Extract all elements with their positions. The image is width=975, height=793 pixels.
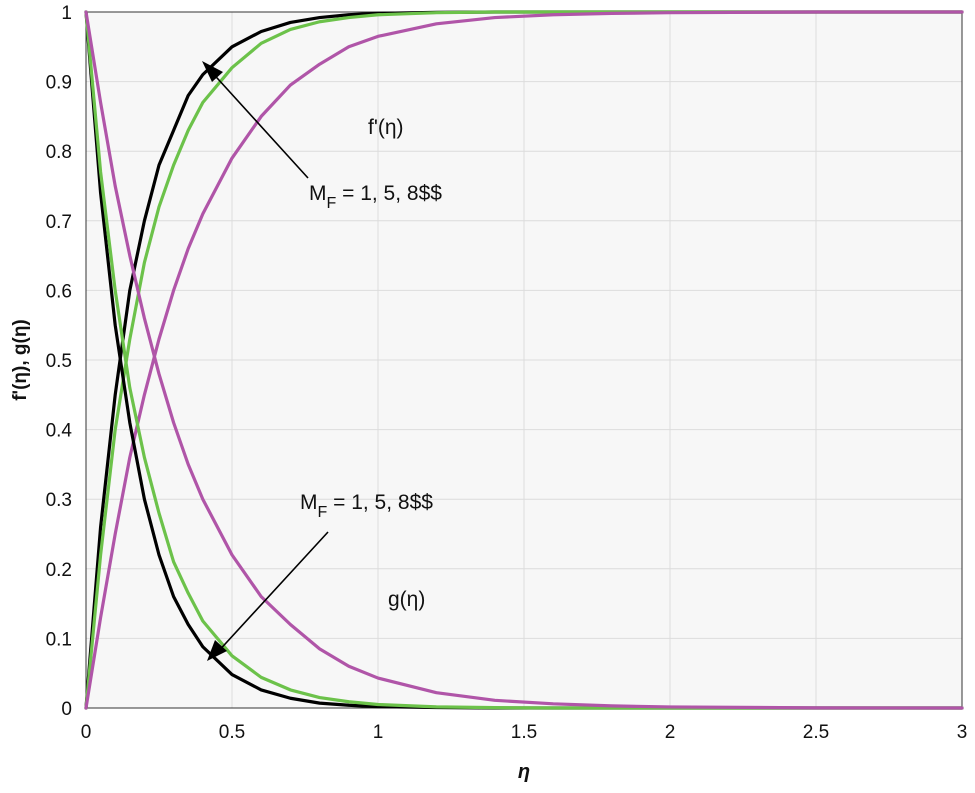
g-curve-label: g(η)	[388, 588, 425, 611]
y-tick-label: 0.9	[46, 73, 72, 94]
x-tick-label: 2.5	[803, 722, 829, 743]
series-line-5	[84, 10, 964, 710]
x-tick-label: 1.5	[511, 722, 537, 743]
y-tick-label: 0.2	[46, 560, 72, 581]
y-tick-label: 0.6	[46, 281, 72, 302]
y-tick-label: 1	[61, 3, 72, 24]
x-tick-label: 2	[665, 722, 676, 743]
y-tick-label: 0.3	[46, 490, 72, 511]
y-tick-label: 0.5	[46, 351, 72, 372]
g-param-label: MF = 1, 5, 8$$	[300, 491, 433, 521]
y-tick-label: 0.1	[46, 629, 72, 650]
y-tick-label: 0	[61, 699, 72, 720]
series-lines	[84, 10, 964, 710]
f-curve-label: f'(η)	[368, 116, 404, 139]
g-param-arrow	[214, 531, 329, 656]
y-tick-label: 0.8	[46, 142, 72, 163]
tick-labels: 0 0.5 1 1.5 2 2.5 3 0 0.1 0.2 0.3 0.4 0.5 0.6 0.7 0.8 0.…	[46, 3, 968, 743]
x-tick-label: 3	[957, 722, 968, 743]
x-axis-label: η	[518, 761, 530, 783]
g-param-arrowhead	[207, 640, 227, 661]
annotations: f'(η) g(η) MF = 1, 5, 8$$ MF = 1, 5, 8$$	[202, 61, 442, 661]
y-tick-label: 0.4	[46, 421, 73, 442]
f-param-label: MF = 1, 5, 8$$	[309, 182, 442, 212]
series-line-4	[84, 10, 964, 710]
y-axis-label: f'(η), g(η)	[10, 319, 31, 401]
y-tick-label: 0.7	[46, 212, 72, 233]
x-tick-label: 0	[81, 722, 92, 743]
series-line-1	[84, 10, 964, 710]
x-tick-label: 1	[373, 722, 384, 743]
f-param-arrowhead	[202, 61, 223, 82]
x-tick-label: 0.5	[219, 722, 245, 743]
f-param-arrow	[207, 67, 309, 179]
